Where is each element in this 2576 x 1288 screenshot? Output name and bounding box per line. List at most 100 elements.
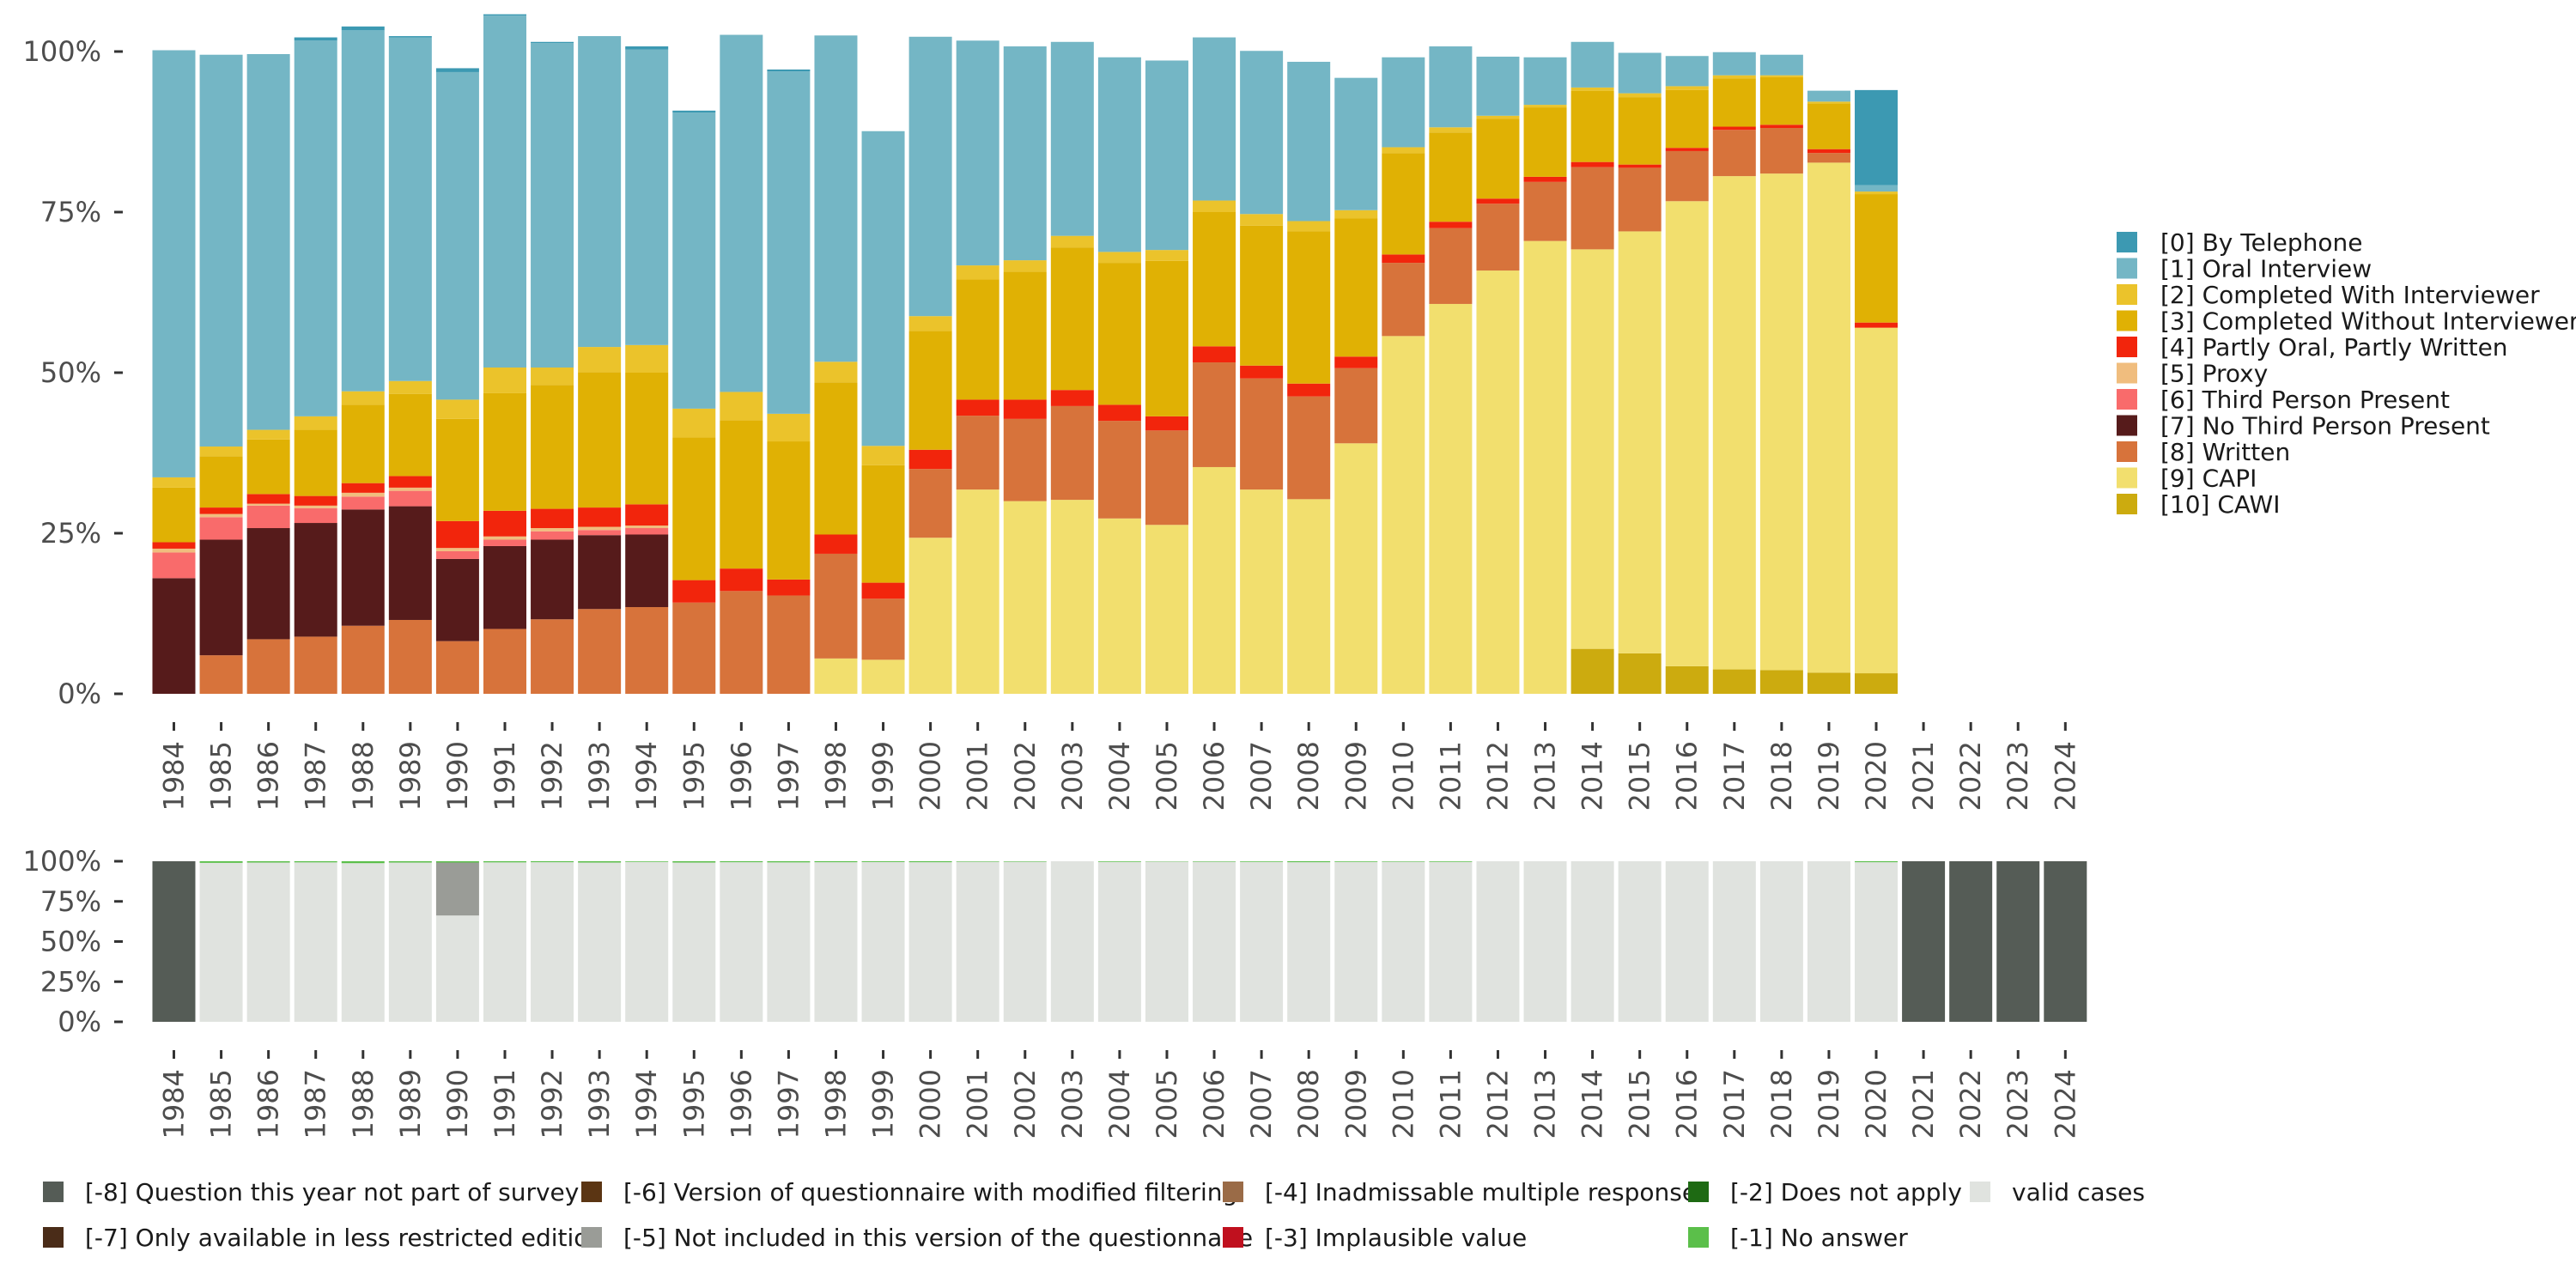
top-x-tick-label: 1993 [583,741,616,811]
top-bar-segment-2007 [1240,225,1284,366]
top-bar-segment-2018 [1759,125,1803,129]
bottom-legend-label: [-2] Does not apply [1730,1178,1962,1206]
top-x-tick-label: 2011 [1434,741,1467,811]
top-bar-segment-1992 [531,43,574,368]
bottom-legend-label: [-4] Inadmissable multiple response [1265,1178,1697,1206]
top-bar-segment-2000 [908,316,952,331]
bottom-bar-segment-1990 [435,862,479,916]
bottom-bar-segment-2000 [908,861,952,863]
top-bar-segment-2014 [1571,167,1614,250]
top-bar-segment-2008 [1287,396,1331,500]
bottom-chart-panel: 0% 25% 50% 75% 100% 1984 1985 1986 1987 1988 1989 1… [23,845,2087,1139]
bottom-bar-segment-1993 [578,862,622,1022]
bottom-x-tick-label: 2019 [1813,1069,1845,1139]
bottom-y-tick-label: 75% [40,885,101,918]
bottom-legend-swatch [581,1182,602,1202]
bottom-x-tick-label: 1993 [583,1069,616,1139]
top-bar-segment-2004 [1097,518,1141,694]
top-bar-segment-2013 [1523,57,1567,106]
bottom-bar-segment-1993 [578,861,622,863]
top-bar-segment-2003 [1050,41,1094,236]
bottom-bar-segment-2001 [956,861,999,1022]
bottom-bar-segment-1999 [861,861,905,862]
bottom-legend-swatch [1223,1182,1243,1202]
right-legend-label: [6] Third Person Present [2160,386,2450,414]
top-bar-segment-1992 [531,528,574,532]
top-bar-segment-2002 [1003,501,1047,694]
top-bar-segment-1989 [388,476,432,488]
bottom-x-tick-label: 1995 [677,1069,710,1139]
top-bar-segment-2011 [1429,228,1473,304]
top-bar-segment-1986 [246,528,290,640]
top-bar-segment-1991 [483,545,526,629]
top-bar-segment-2010 [1382,254,1425,264]
bottom-x-tick-label: 2018 [1765,1069,1798,1139]
top-bar-segment-2009 [1334,443,1378,694]
top-bar-segment-1997 [767,595,811,694]
top-x-tick-label: 1987 [300,741,332,811]
right-legend-swatch [2117,310,2137,331]
bottom-x-tick-label: 2005 [1151,1069,1183,1139]
top-bar-segment-2016 [1665,56,1709,87]
top-bar-segment-1996 [720,34,763,392]
bottom-x-tick-label: 2024 [2049,1069,2081,1139]
top-x-tick-label: 2008 [1292,741,1325,811]
top-bar-segment-1997 [767,441,811,580]
top-bar-segment-1987 [294,429,337,496]
right-legend-label: [2] Completed With Interviewer [2160,281,2540,309]
bottom-bar-segment-2020 [1855,862,1899,1022]
top-bar-segment-2012 [1476,118,1520,199]
bottom-bar-segment-2004 [1097,861,1141,862]
bottom-legend-swatch [1688,1227,1709,1248]
top-bar-segment-1996 [720,568,763,592]
top-bar-segment-2000 [908,449,952,470]
top-bar-segment-2020 [1855,327,1899,674]
top-bar-segment-1984 [152,487,196,543]
top-bar-segment-2009 [1334,210,1378,219]
top-bar-segment-2013 [1523,240,1567,694]
bottom-bar-segment-1998 [814,861,858,863]
bottom-x-tick-label: 2004 [1103,1069,1136,1139]
top-bar-segment-1997 [767,69,811,72]
bottom-bar-segment-1992 [531,861,574,863]
top-x-tick-label: 1990 [441,741,474,811]
top-bar-segment-2013 [1523,176,1567,182]
top-x-tick-label: 1998 [819,741,852,811]
top-x-tick-label: 2000 [914,741,947,811]
top-x-tick-label: 2004 [1103,741,1136,811]
bottom-x-tick-label: 2023 [2002,1069,2034,1139]
top-bar-segment-1987 [294,636,337,694]
top-bar-segment-1995 [672,437,716,580]
top-bar-segment-2020 [1855,185,1899,192]
top-bar-segment-1984 [152,50,196,477]
right-legend-swatch [2117,337,2137,357]
top-bar-segment-1993 [578,372,622,508]
top-bar-segment-1985 [199,513,243,518]
top-bar-segment-1999 [861,582,905,599]
top-bar-segment-2010 [1382,263,1425,337]
top-bar-segment-2020 [1855,89,1899,185]
right-legend-label: [4] Partly Oral, Partly Written [2160,333,2508,361]
bottom-bar-segment-2011 [1429,861,1473,1022]
bottom-bar-segment-1990 [435,915,479,1022]
bottom-y-tick-label: 100% [23,845,101,878]
bottom-bar-segment-1997 [767,862,811,1022]
top-bar-segment-1994 [625,526,669,529]
top-bar-segment-1989 [388,490,432,507]
right-legend: [0] By Telephone[1] Oral Interview[2] Co… [2117,228,2576,519]
top-bar-segment-1991 [483,368,526,393]
bottom-legend-label: [-1] No answer [1730,1224,1908,1252]
top-bar-segment-2008 [1287,221,1331,232]
bottom-bar-segment-1989 [388,861,432,863]
bottom-bar-segment-2010 [1382,861,1425,862]
top-bar-segment-2017 [1712,669,1756,694]
bottom-bar-segment-2010 [1382,861,1425,1022]
top-bar-segment-1999 [861,659,905,694]
bottom-bar-segment-2003 [1050,861,1094,1022]
bottom-bar-segment-1994 [625,861,669,1022]
top-bar-segment-1993 [578,347,622,373]
bottom-bar-segment-2002 [1003,861,1047,862]
top-bar-segment-1984 [152,552,196,579]
top-bar-segment-2019 [1807,672,1850,694]
